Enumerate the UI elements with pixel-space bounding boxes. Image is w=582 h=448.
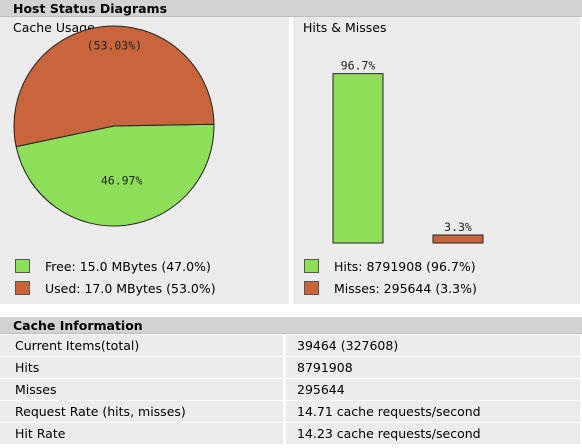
bar-misses — [432, 234, 484, 244]
row-label: Current Items(total) — [0, 335, 283, 357]
cache-usage-pie-chart: 46.97% (53.03%) — [13, 25, 215, 227]
row-value: 8791908 — [286, 357, 580, 379]
table-row: Hits 8791908 — [0, 357, 582, 379]
pie-slice-free — [15, 123, 215, 227]
hits-misses-title: Hits & Misses — [303, 20, 387, 35]
pie-slice-used — [13, 25, 215, 148]
legend-swatch-misses — [304, 281, 319, 295]
bar-label-hits: 96.7% — [341, 59, 376, 73]
bar-hits — [332, 73, 384, 244]
legend-label-misses: Misses: 295644 (3.3%) — [334, 281, 477, 296]
row-value: 14.23 cache requests/second — [286, 423, 580, 445]
row-label: Hit Rate — [0, 423, 283, 445]
legend-label-used: Used: 17.0 MBytes (53.0%) — [45, 281, 216, 296]
row-value: 14.71 cache requests/second — [286, 401, 580, 423]
table-row: Request Rate (hits, misses) 14.71 cache … — [0, 401, 582, 423]
row-label: Request Rate (hits, misses) — [0, 401, 283, 423]
bar-label-misses: 3.3% — [444, 220, 472, 234]
legend-swatch-hits — [304, 259, 319, 273]
row-label: Misses — [0, 379, 283, 401]
hits-misses-bar-chart: 96.7% 3.3% — [332, 59, 484, 244]
row-label: Hits — [0, 357, 283, 379]
hits-misses-panel: Hits & Misses 96.7% 3.3% Hits: 8791908 (9… — [293, 17, 580, 304]
pie-label-free: 46.97% — [101, 174, 143, 188]
legend-swatch-free — [15, 259, 30, 273]
pie-label-used: (53.03%) — [87, 38, 142, 52]
cache-usage-title: Cache Usage — [13, 20, 95, 35]
legend-label-hits: Hits: 8791908 (96.7%) — [334, 259, 476, 274]
row-value: 39464 (327608) — [286, 335, 580, 357]
legend-label-free: Free: 15.0 MBytes (47.0%) — [45, 259, 211, 274]
diagrams-panel-title: Host Status Diagrams — [0, 0, 582, 17]
row-value: 295644 — [286, 379, 580, 401]
legend-swatch-used — [15, 281, 30, 295]
table-row: Current Items(total) 39464 (327608) — [0, 335, 582, 357]
table-row: Misses 295644 — [0, 379, 582, 401]
cache-information-title: Cache Information — [0, 317, 582, 334]
cache-usage-panel: Cache Usage 46.97% (53.03%) Free: 15.0 MB… — [0, 17, 289, 304]
table-row: Hit Rate 14.23 cache requests/second — [0, 423, 582, 445]
